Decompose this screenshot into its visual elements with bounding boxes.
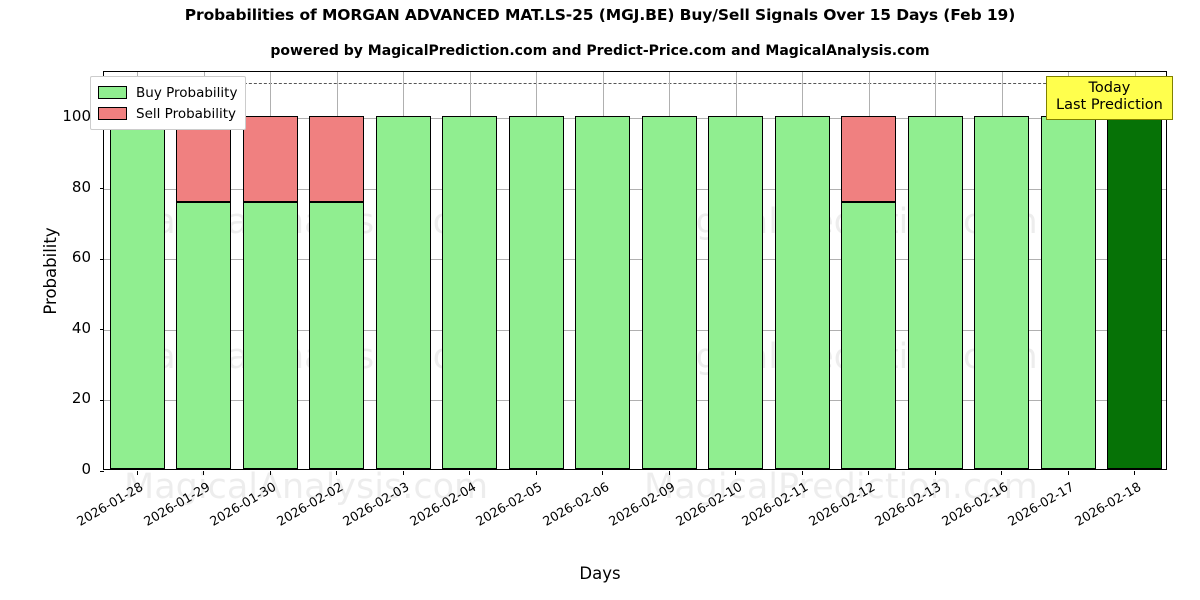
bar-segment-buy[interactable] [176, 202, 232, 469]
x-tick-mark [1001, 471, 1003, 475]
legend-item-sell: Sell Probability [98, 103, 237, 124]
y-gridline [104, 329, 1166, 331]
x-tick-mark [402, 471, 404, 475]
bar-group[interactable] [508, 70, 564, 469]
x-tick-mark [535, 471, 537, 475]
x-tick-mark [203, 471, 205, 475]
bar-group[interactable] [242, 70, 298, 469]
bar-segment-buy[interactable] [974, 115, 1030, 469]
chart-subtitle: powered by MagicalPrediction.com and Pre… [270, 43, 930, 59]
y-tick-label: 100 [62, 106, 91, 125]
bar-group[interactable] [309, 70, 365, 469]
bar-group[interactable] [375, 70, 431, 469]
y-gridline [104, 259, 1166, 261]
bar-segment-sell[interactable] [242, 115, 298, 203]
y-tick-label: 20 [71, 389, 91, 408]
y-axis-label: Probability [41, 226, 61, 315]
y-tick-mark [100, 188, 104, 190]
bar-group[interactable] [841, 70, 897, 469]
y-gridline [104, 188, 1166, 190]
bar-segment-buy[interactable] [708, 115, 764, 469]
x-tick-mark [336, 471, 338, 475]
x-tick-mark [602, 471, 604, 475]
x-tick-mark [1067, 471, 1069, 475]
y-tick-mark [100, 470, 104, 472]
bar-group[interactable] [641, 70, 697, 469]
y-tick-mark [100, 329, 104, 331]
bar-segment-buy[interactable] [508, 115, 564, 469]
legend-swatch-buy-icon [98, 86, 127, 99]
y-tick-label: 40 [71, 318, 91, 337]
x-tick-mark [668, 471, 670, 475]
today-annotation-line1: Today [1088, 80, 1131, 96]
bar-segment-buy[interactable] [841, 202, 897, 469]
bar-segment-buy[interactable] [774, 115, 830, 469]
bar-group[interactable] [1040, 70, 1096, 469]
legend-swatch-sell-icon [98, 107, 127, 120]
bar-group[interactable] [974, 70, 1030, 469]
bar-segment-buy[interactable] [907, 115, 963, 469]
bar-segment-buy[interactable] [109, 115, 165, 469]
x-tick-mark [136, 471, 138, 475]
today-annotation: Today Last Prediction [1046, 76, 1173, 121]
bar-segment-today[interactable] [1107, 115, 1163, 469]
bar-segment-sell[interactable] [176, 115, 232, 203]
bar-group[interactable] [575, 70, 631, 469]
legend-label-sell: Sell Probability [136, 105, 237, 122]
x-tick-mark [934, 471, 936, 475]
x-tick-mark [801, 471, 803, 475]
plot-area: MagicalAnalysis.comMagicalPrediction.com… [100, 70, 1167, 507]
reference-line [104, 82, 1166, 84]
legend-label-buy: Buy Probability [136, 84, 238, 101]
bar-group[interactable] [442, 70, 498, 469]
bar-segment-sell[interactable] [841, 115, 897, 203]
y-tick-label: 80 [71, 177, 91, 196]
chart-title: Probabilities of MORGAN ADVANCED MAT.LS-… [184, 6, 1016, 24]
bar-group[interactable] [176, 70, 232, 469]
bar-segment-buy[interactable] [375, 115, 431, 469]
x-axis-label: Days [579, 564, 621, 583]
bar-segment-buy[interactable] [309, 202, 365, 469]
bar-group[interactable] [109, 70, 165, 469]
x-tick-mark [269, 471, 271, 475]
x-tick-mark [735, 471, 737, 475]
bar-group[interactable] [1107, 70, 1163, 469]
bar-group[interactable] [907, 70, 963, 469]
x-tick-mark [469, 471, 471, 475]
bar-segment-buy[interactable] [1040, 115, 1096, 469]
y-gridline [104, 400, 1166, 402]
bar-segment-sell[interactable] [309, 115, 365, 203]
chart-legend: Buy Probability Sell Probability [90, 76, 247, 130]
bar-segment-buy[interactable] [641, 115, 697, 469]
bar-segment-buy[interactable] [575, 115, 631, 469]
y-tick-mark [100, 258, 104, 260]
bar-group[interactable] [708, 70, 764, 469]
legend-item-buy: Buy Probability [98, 82, 237, 103]
bar-segment-buy[interactable] [242, 202, 298, 469]
y-tick-label: 0 [81, 460, 91, 478]
bar-segment-buy[interactable] [442, 115, 498, 469]
y-tick-label: 60 [71, 248, 91, 267]
bar-group[interactable] [774, 70, 830, 469]
y-tick-mark [100, 399, 104, 402]
y-gridline [104, 117, 1166, 119]
x-tick-mark [868, 471, 870, 475]
x-tick-mark [1134, 471, 1136, 475]
today-annotation-line2: Last Prediction [1056, 97, 1163, 114]
